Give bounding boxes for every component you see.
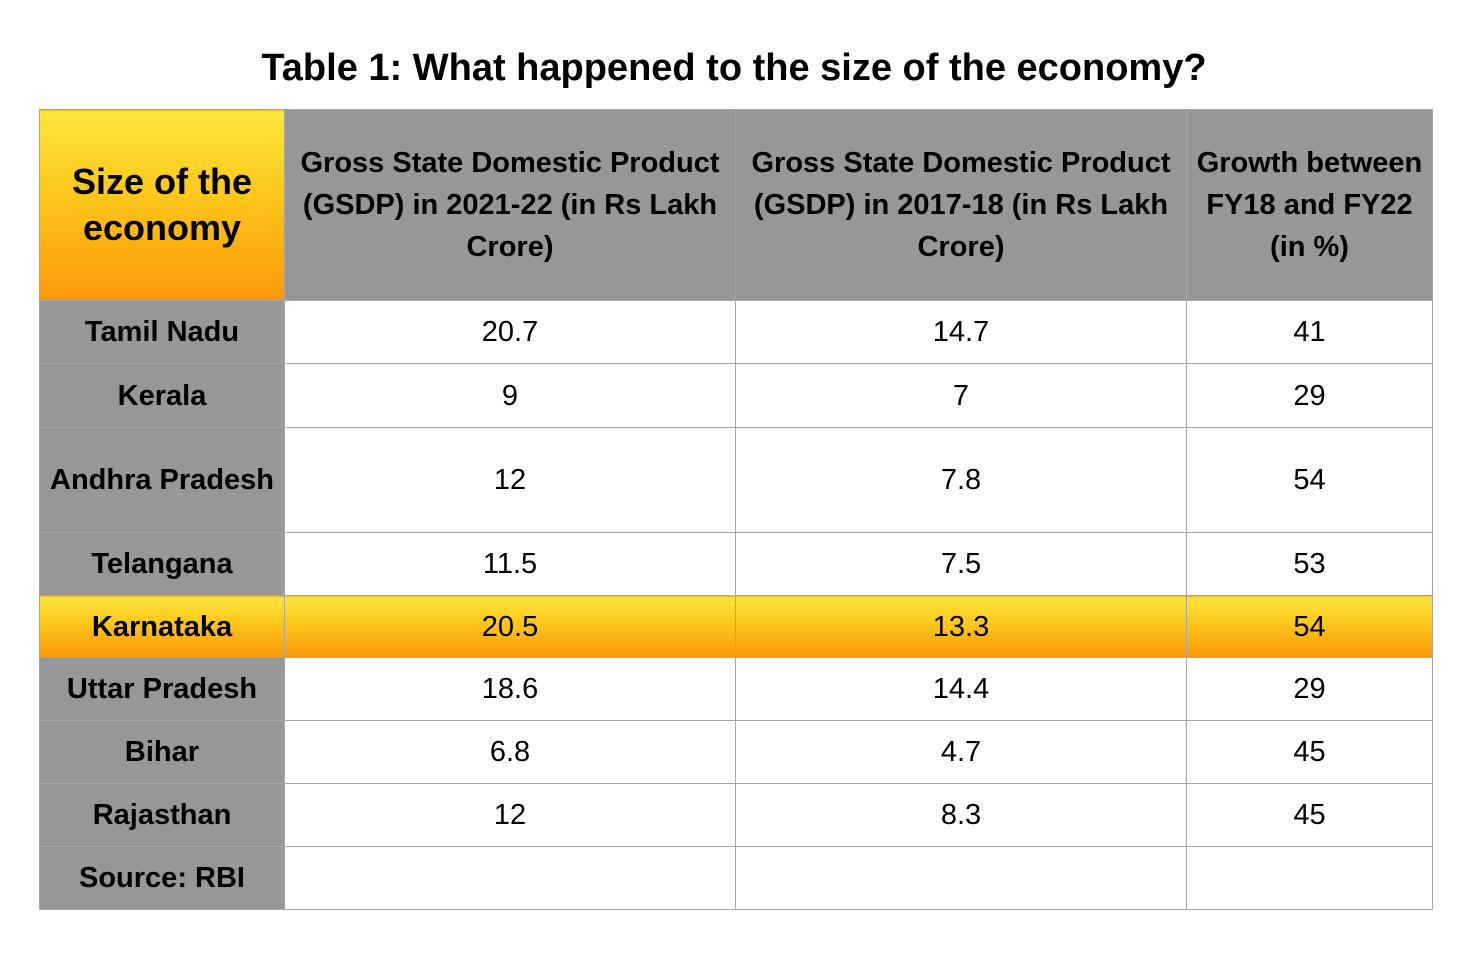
cell-growth: 41 <box>1186 300 1433 364</box>
cell-growth: 45 <box>1186 720 1433 784</box>
header-gsdp-2021-22: Gross State Domestic Product (GSDP) in 2… <box>284 109 736 301</box>
cell-growth: 54 <box>1186 595 1433 658</box>
row-label: Bihar <box>39 720 285 784</box>
cell-growth: 53 <box>1186 532 1433 596</box>
header-size-of-economy: Size of the economy <box>39 109 285 301</box>
cell-gsdp-2021-22: 20.5 <box>284 595 736 658</box>
cell-gsdp-2017-18: 4.7 <box>735 720 1187 784</box>
row-label: Rajasthan <box>39 783 285 847</box>
empty-cell <box>1186 846 1433 910</box>
table-row: Bihar 6.8 4.7 45 <box>39 720 1433 784</box>
table-row: Telangana 11.5 7.5 53 <box>39 532 1433 596</box>
cell-gsdp-2021-22: 11.5 <box>284 532 736 596</box>
header-row: Size of the economy Gross State Domestic… <box>39 109 1433 301</box>
table-row: Kerala 9 7 29 <box>39 363 1433 428</box>
source-row: Source: RBI <box>39 846 1433 910</box>
row-label: Telangana <box>39 532 285 596</box>
table-row: Uttar Pradesh 18.6 14.4 29 <box>39 657 1433 721</box>
source-note: Source: RBI <box>39 846 285 910</box>
cell-gsdp-2017-18: 13.3 <box>735 595 1187 658</box>
cell-gsdp-2017-18: 8.3 <box>735 783 1187 847</box>
cell-growth: 45 <box>1186 783 1433 847</box>
empty-cell <box>284 846 736 910</box>
header-gsdp-2017-18: Gross State Domestic Product (GSDP) in 2… <box>735 109 1187 301</box>
economy-table: Size of the economy Gross State Domestic… <box>39 109 1433 910</box>
header-growth: Growth between FY18 and FY22 (in %) <box>1186 109 1433 301</box>
cell-growth: 29 <box>1186 657 1433 721</box>
empty-cell <box>735 846 1187 910</box>
cell-gsdp-2021-22: 20.7 <box>284 300 736 364</box>
cell-gsdp-2017-18: 14.7 <box>735 300 1187 364</box>
table-title: Table 1: What happened to the size of th… <box>261 47 1207 89</box>
row-label: Andhra Pradesh <box>39 427 285 533</box>
row-label: Uttar Pradesh <box>39 657 285 721</box>
highlighted-table-row: Karnataka 20.5 13.3 54 <box>39 595 1433 658</box>
cell-gsdp-2021-22: 9 <box>284 363 736 428</box>
table-row: Tamil Nadu 20.7 14.7 41 <box>39 300 1433 364</box>
cell-gsdp-2021-22: 6.8 <box>284 720 736 784</box>
row-label: Kerala <box>39 363 285 428</box>
cell-gsdp-2017-18: 7.5 <box>735 532 1187 596</box>
table-row: Andhra Pradesh 12 7.8 54 <box>39 427 1433 533</box>
cell-gsdp-2017-18: 7 <box>735 363 1187 428</box>
cell-gsdp-2021-22: 18.6 <box>284 657 736 721</box>
row-label: Karnataka <box>39 595 285 658</box>
cell-growth: 54 <box>1186 427 1433 533</box>
cell-gsdp-2017-18: 7.8 <box>735 427 1187 533</box>
cell-growth: 29 <box>1186 363 1433 428</box>
cell-gsdp-2021-22: 12 <box>284 783 736 847</box>
cell-gsdp-2017-18: 14.4 <box>735 657 1187 721</box>
row-label: Tamil Nadu <box>39 300 285 364</box>
table-row: Rajasthan 12 8.3 45 <box>39 783 1433 847</box>
cell-gsdp-2021-22: 12 <box>284 427 736 533</box>
